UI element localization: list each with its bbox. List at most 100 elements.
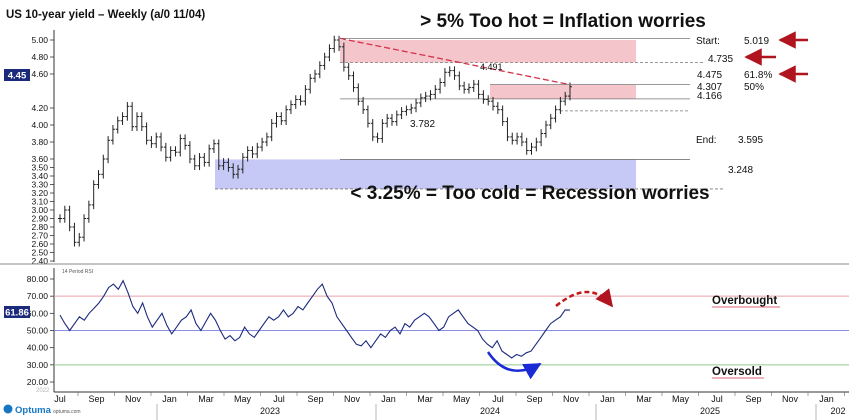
current-price-badge — [4, 69, 30, 81]
price-tick-label: 3.80 — [31, 137, 48, 147]
price-tick-label: 3.40 — [31, 171, 48, 181]
price-bar — [510, 132, 515, 145]
price-tick-label: 3.30 — [31, 180, 48, 190]
price-bar — [236, 164, 241, 179]
price-bar — [255, 142, 260, 159]
price-bars — [58, 35, 572, 247]
price-bar — [534, 137, 539, 152]
price-bar — [231, 163, 236, 179]
price-bar — [211, 139, 216, 154]
overbought-label: Overbought — [712, 295, 777, 307]
rsi-line — [59, 279, 571, 359]
price-bar — [134, 112, 139, 131]
x-month-label: Jan — [381, 394, 396, 404]
price-bar — [524, 137, 529, 155]
price-bar — [279, 112, 284, 125]
price-bar — [539, 129, 544, 147]
price-tick-label: 3.00 — [31, 205, 48, 215]
price-tick-label: 3.60 — [31, 154, 48, 164]
price-bar — [500, 105, 505, 126]
current-price-label: 4.45 — [8, 71, 27, 82]
x-year-label: 202 — [830, 406, 845, 416]
current-rsi-badge — [4, 306, 30, 318]
price-bar — [298, 95, 303, 106]
price-bar — [375, 132, 380, 143]
price-bar — [337, 35, 342, 52]
price-bar — [563, 91, 568, 106]
price-tick-label: 4.60 — [31, 69, 48, 79]
price-bar — [197, 153, 202, 171]
x-month-label: Jan — [162, 394, 177, 404]
start-value: 5.019 — [744, 36, 769, 47]
price-bar — [356, 83, 361, 106]
x-month-label: Jul — [711, 394, 723, 404]
price-bar — [207, 144, 212, 167]
x-year-label: 2024 — [480, 406, 500, 416]
price-bar — [327, 44, 332, 62]
x-month-label: Jul — [273, 394, 285, 404]
x-month-label: Mar — [636, 394, 652, 404]
red-dashed-curve-arrow-icon — [555, 288, 614, 308]
recession-headline: < 3.25% = Too cold = Recession worries — [350, 183, 709, 204]
level-4735-label: 4.735 — [708, 54, 733, 65]
x-month-label: May — [453, 394, 471, 404]
price-bar — [462, 81, 467, 94]
price-bar — [414, 98, 419, 113]
logo-site: optuma.com — [53, 409, 81, 415]
level-4166-label: 4.166 — [697, 91, 722, 102]
price-bar — [120, 112, 125, 125]
price-bar — [58, 214, 62, 223]
price-tick-label: 2.40 — [31, 256, 48, 266]
price-bar — [260, 137, 265, 152]
price-bar — [245, 146, 250, 162]
rsi-tick-label: 50.00 — [27, 326, 49, 336]
price-bar — [106, 136, 111, 164]
end-label: End: — [696, 135, 717, 146]
price-bar — [110, 125, 115, 145]
x-month-label: May — [234, 394, 252, 404]
price-bar — [568, 82, 572, 101]
price-bar — [558, 96, 563, 114]
rsi-title: 14 Period RSI — [62, 269, 93, 275]
x-month-label: Nov — [782, 394, 799, 404]
price-bar — [452, 66, 457, 80]
price-bar — [409, 103, 414, 114]
cold-zone — [215, 159, 636, 189]
price-tick-label: 3.20 — [31, 188, 48, 198]
inflation-headline: > 5% Too hot = Inflation worries — [420, 11, 706, 32]
price-bar — [130, 102, 135, 131]
price-bar — [313, 69, 317, 83]
x-month-label: May — [672, 394, 690, 404]
price-bar — [346, 62, 351, 80]
price-bar — [399, 107, 404, 120]
rsi-tick-label: 80.00 — [27, 274, 49, 284]
price-bar — [159, 132, 164, 152]
rsi-tick-label: 60.00 — [27, 308, 49, 318]
current-rsi-label: 61.86 — [5, 308, 29, 319]
start-label: Start: — [696, 36, 720, 47]
price-bar — [380, 119, 385, 143]
price-bar — [77, 232, 82, 247]
price-tick-label: 3.50 — [31, 163, 48, 173]
rsi-y-ticks: 20.00 30.00 40.00 50.00 60.00 70.00 80.00 — [27, 274, 54, 387]
x-year-label: 2023 — [260, 406, 280, 416]
price-bar — [438, 78, 443, 94]
low-label: 3.782 — [410, 119, 435, 130]
price-bar — [308, 74, 313, 94]
end-value: 3.595 — [738, 135, 763, 146]
price-bar — [240, 153, 245, 174]
price-bar — [192, 154, 197, 171]
price-y-ticks: 2.402.502.602.702.802.903.003.103.203.30… — [31, 35, 54, 266]
price-bar — [72, 222, 77, 247]
price-bar — [154, 132, 159, 148]
price-tick-label: 4.80 — [31, 52, 48, 62]
price-bar — [341, 42, 346, 72]
price-bar — [529, 142, 534, 155]
price-bar — [370, 119, 375, 142]
price-bar — [317, 61, 322, 79]
price-bar — [202, 153, 207, 167]
fib-50-pct: 50% — [744, 82, 764, 93]
price-bar — [548, 113, 553, 130]
x-month-label: Mar — [198, 394, 214, 404]
